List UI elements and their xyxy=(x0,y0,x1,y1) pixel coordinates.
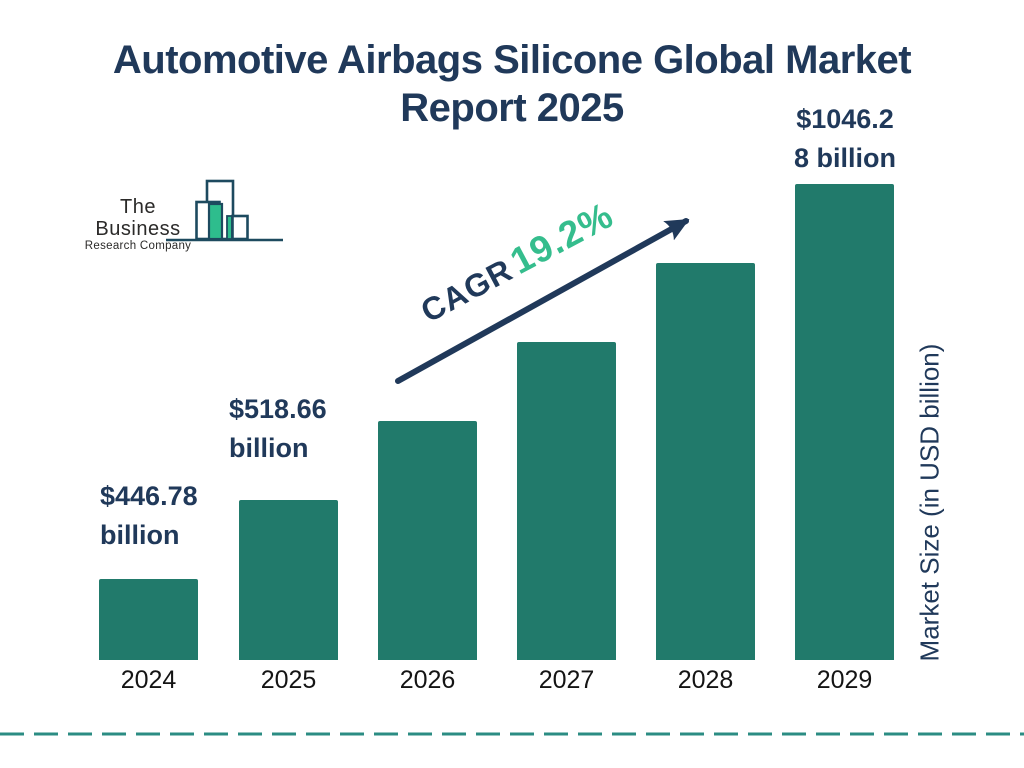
x-tick-2024: 2024 xyxy=(120,666,177,694)
bar-2025 xyxy=(239,500,338,660)
logo-text: The Business Research Company xyxy=(78,196,198,253)
data-label-2025: $518.66 billion xyxy=(229,390,327,468)
cagr-caption: CAGR 19.2% xyxy=(413,194,620,331)
data-label-2024-value: $446.78 xyxy=(100,481,198,511)
bar-2026 xyxy=(378,421,477,660)
bar-chart-logo-icon xyxy=(166,179,283,242)
y-axis-label: Market Size (in USD billion) xyxy=(914,343,945,662)
data-label-2029-unit: 8 billion xyxy=(793,143,896,173)
bar-2024 xyxy=(99,579,198,660)
data-label-2024-unit: billion xyxy=(100,520,180,550)
bar-2029 xyxy=(795,184,894,660)
x-tick-2025: 2025 xyxy=(260,666,317,694)
page-title: Automotive Airbags Silicone Global Marke… xyxy=(0,36,1024,132)
x-tick-2028: 2028 xyxy=(677,666,734,694)
bar-2027 xyxy=(517,342,616,660)
logo-name: The Business xyxy=(95,196,181,240)
data-label-2025-unit: billion xyxy=(229,433,309,463)
data-label-2029: $1046.2 8 billion xyxy=(745,100,945,178)
bar-2028 xyxy=(656,263,755,660)
page-title-line2: Report 2025 xyxy=(400,86,624,130)
data-label-2029-value: $1046.2 xyxy=(796,104,894,134)
cagr-prefix: CAGR xyxy=(414,251,519,330)
logo: The Business Research Company xyxy=(78,179,283,253)
x-tick-2029: 2029 xyxy=(816,666,873,694)
page-title-line1: Automotive Airbags Silicone Global Marke… xyxy=(112,38,912,82)
x-tick-2027: 2027 xyxy=(538,666,595,694)
logo-subtitle: Research Company xyxy=(84,240,192,252)
cagr-value: 19.2% xyxy=(503,194,620,282)
data-label-2024: $446.78 billion xyxy=(100,477,198,555)
x-tick-2026: 2026 xyxy=(399,666,456,694)
data-label-2025-value: $518.66 xyxy=(229,394,327,424)
